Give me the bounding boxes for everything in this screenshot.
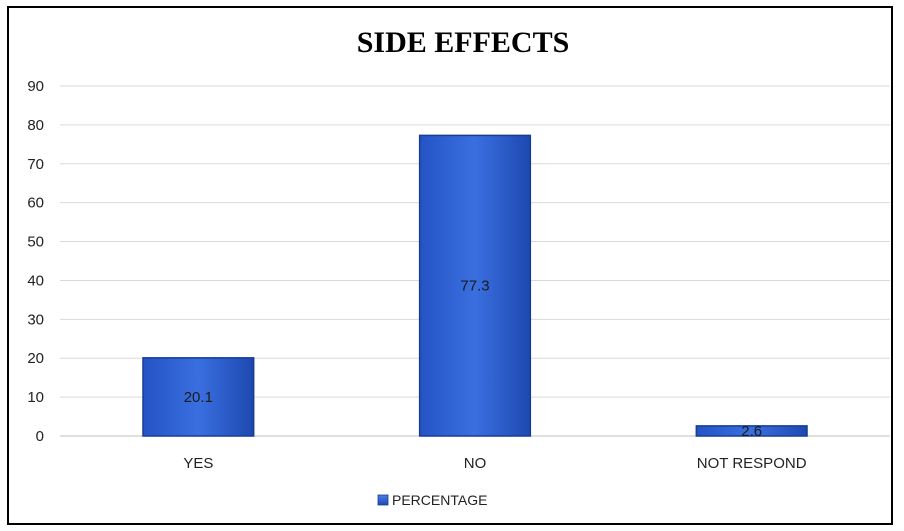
y-axis-ticks: 0 10 20 30 40 50 60 70 80 90 <box>27 78 44 445</box>
x-tick-label: NO <box>464 455 487 472</box>
y-tick-label: 0 <box>36 428 44 445</box>
bars <box>142 134 808 437</box>
data-label: 20.1 <box>184 389 213 406</box>
y-tick-label: 60 <box>27 195 44 212</box>
data-label: 77.3 <box>460 278 489 295</box>
y-tick-label: 40 <box>27 272 44 289</box>
y-tick-label: 70 <box>27 156 44 173</box>
y-tick-label: 50 <box>27 234 44 251</box>
legend-label: PERCENTAGE <box>392 492 487 508</box>
y-tick-label: 30 <box>27 311 44 328</box>
y-tick-label: 90 <box>27 78 44 95</box>
data-label: 2.6 <box>741 423 762 440</box>
x-tick-label: YES <box>183 455 213 472</box>
bar-not-respond <box>695 425 808 437</box>
y-tick-label: 80 <box>27 117 44 134</box>
bar-no <box>418 134 532 437</box>
legend-swatch <box>377 494 389 506</box>
x-axis-ticks: YES NO NOT RESPOND <box>183 455 806 472</box>
x-tick-label: NOT RESPOND <box>697 455 807 472</box>
legend: PERCENTAGE <box>377 492 487 508</box>
y-tick-label: 20 <box>27 350 44 367</box>
chart-title: SIDE EFFECTS <box>357 26 570 59</box>
data-labels: 20.1 77.3 2.6 <box>184 278 762 440</box>
y-tick-label: 10 <box>27 389 44 406</box>
bar-yes <box>142 357 255 437</box>
